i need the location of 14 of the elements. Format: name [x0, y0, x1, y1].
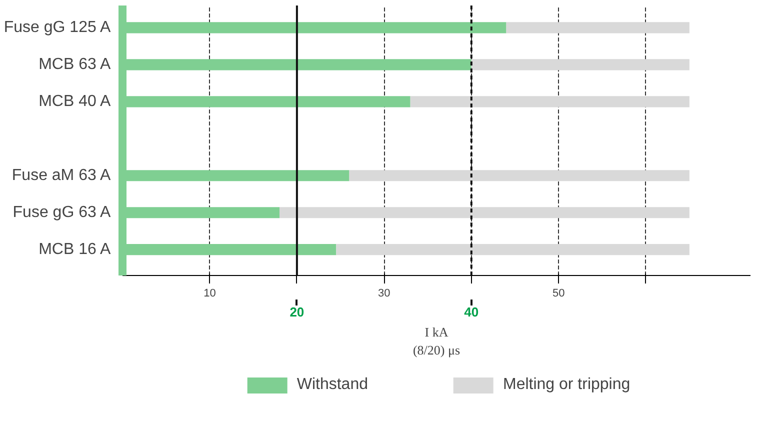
y-tick-label: MCB 16 A	[38, 241, 111, 258]
x-axis-title: I kA (8/20) μs	[412, 324, 460, 358]
y-tick-label: Fuse aM 63 A	[12, 167, 111, 184]
y-tick-label: Fuse gG 63 A	[12, 204, 111, 222]
legend-label: Withstand	[296, 376, 368, 394]
x-tick-label: 50	[552, 288, 565, 300]
x-tick-label: 10	[204, 288, 216, 300]
y-tick-label: MCB 63 A	[38, 56, 111, 74]
x-tick-label: 30	[378, 288, 390, 300]
y-tick-label: Fuse gG 125 A	[4, 19, 111, 36]
ref-line-label: 40	[464, 304, 479, 320]
ref-line-label: 20	[290, 304, 304, 320]
y-tick-label: MCB 40 A	[38, 93, 111, 110]
legend-label: Melting or tripping	[502, 376, 630, 394]
